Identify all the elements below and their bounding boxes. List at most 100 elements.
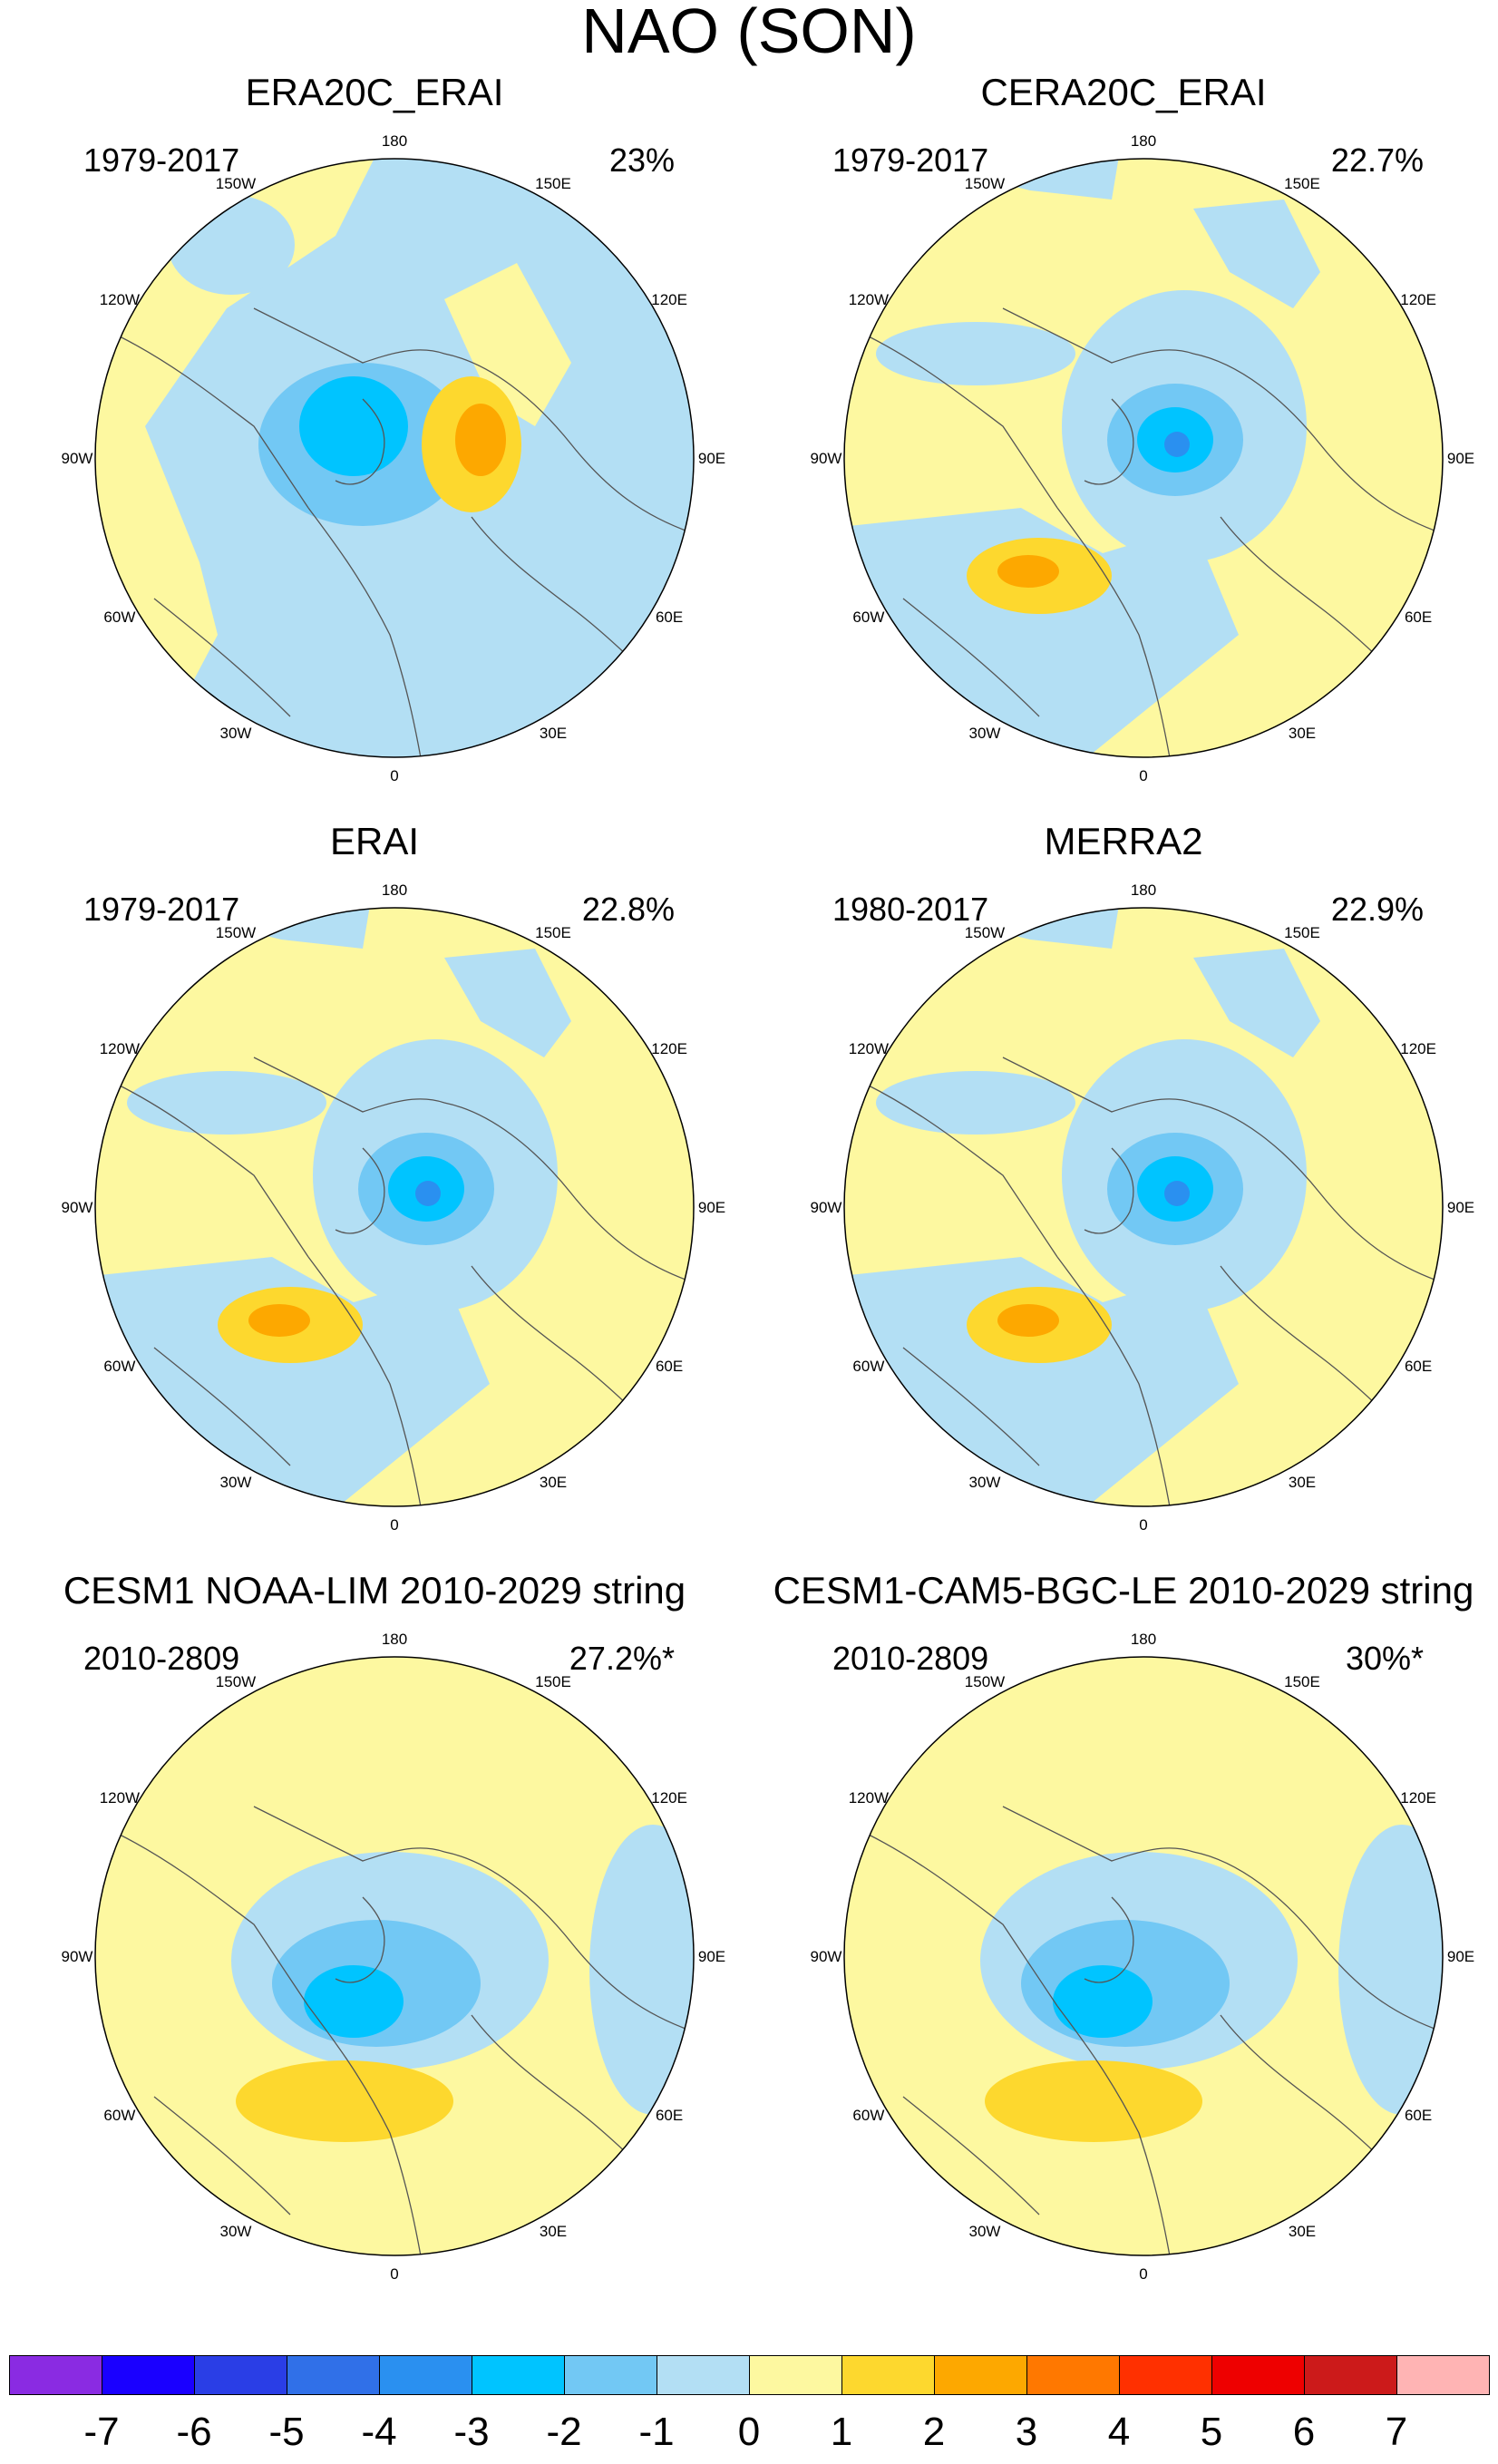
longitude-label: 90E [698, 1199, 725, 1216]
negative-anomaly-region [304, 1965, 404, 2038]
longitude-label: 150E [535, 924, 571, 941]
longitude-label: 60W [103, 1358, 135, 1375]
longitude-label: 180 [1131, 1631, 1156, 1648]
longitude-labels: 180 150E 120E 90E 60E 30E 0 30W 60W 90W 120W 150W [811, 1631, 1475, 2283]
colorbar-box [1211, 2355, 1305, 2395]
negative-anomaly-region [1338, 1825, 1443, 2115]
colorbar-box [1396, 2355, 1490, 2395]
map-panel: CERA20C_ERAI 1979-2017 22.7% 180 150E 120E 90E… [749, 0, 1498, 784]
longitude-label: 30W [969, 1474, 1001, 1491]
coastline [1056, 507, 1176, 757]
period-label: 1979-2017 [832, 141, 989, 179]
negative-anomaly-region [876, 322, 1075, 385]
coastline [307, 507, 427, 757]
polar-map: 180 150E 120E 90E 60E 30E 0 30W 60W 90W 120W 150W [811, 881, 1475, 1534]
coastline [902, 598, 1040, 717]
colorbar-box [657, 2355, 750, 2395]
map-panel: MERRA2 1980-2017 22.9% 180 150E 120E 90E 60E 30E… [749, 713, 1498, 1534]
coastline [1056, 1256, 1176, 1506]
longitude-label: 150E [1284, 924, 1320, 941]
variance-label: 27.2%* [569, 1640, 675, 1677]
coastline [1002, 307, 1194, 364]
negative-anomaly-center [415, 1181, 441, 1206]
colorbar-box [934, 2355, 1027, 2395]
longitude-label: 60W [103, 609, 135, 626]
map-boundary [94, 158, 695, 758]
positive-anomaly-region [236, 2060, 453, 2142]
longitude-label: 120E [1400, 1789, 1436, 1807]
colorbar-label: -2 [546, 2410, 582, 2454]
coastline [1192, 1102, 1443, 1285]
panel-title: MERRA2 [1044, 820, 1203, 862]
longitude-label: 180 [382, 1631, 407, 1648]
longitude-label: 0 [390, 767, 398, 784]
period-label: 1979-2017 [83, 141, 240, 179]
longitude-label: 60E [1405, 2107, 1432, 2124]
longitude-label: 120E [651, 1040, 687, 1057]
colorbar-label: 5 [1200, 2410, 1223, 2454]
colorbar-box [1304, 2355, 1397, 2395]
longitude-label: 60E [656, 1358, 683, 1375]
longitude-label: 60W [103, 2107, 135, 2124]
coastline [1002, 1806, 1194, 1862]
coastline [117, 1084, 309, 1258]
longitude-label: 30W [969, 725, 1001, 742]
coastline [335, 398, 385, 485]
coastline [307, 1256, 427, 1506]
coastline [902, 1347, 1040, 1466]
longitude-label: 30E [1289, 1474, 1316, 1491]
colorbar-label: 3 [1015, 2410, 1038, 2454]
negative-anomaly-region [1053, 1965, 1153, 2038]
longitude-label: 60W [852, 609, 884, 626]
longitude-label: 180 [382, 132, 407, 150]
coastline [866, 335, 1058, 509]
negative-anomaly-center [1164, 1181, 1190, 1206]
colorbar-box [194, 2355, 287, 2395]
colorbar-box [841, 2355, 935, 2395]
longitude-label: 150W [216, 175, 256, 192]
map-boundary [843, 907, 1444, 1507]
positive-anomaly-region [248, 1304, 310, 1337]
longitude-label: 0 [390, 1516, 398, 1534]
positive-anomaly-region [245, 159, 354, 181]
variance-label: 30%* [1345, 1640, 1424, 1677]
coastline [153, 598, 291, 717]
positive-anomaly-region [455, 404, 506, 476]
coastline [253, 307, 445, 364]
longitude-label: 120W [849, 1040, 889, 1057]
polar-map: 180 150E 120E 90E 60E 30E 0 30W 60W 90W 120W 150W [811, 1631, 1475, 2283]
negative-anomaly-region [127, 1071, 326, 1135]
colorbar-box [749, 2355, 842, 2395]
polar-map: 180 150E 120E 90E 60E 30E 0 30W 60W 90W 120W 150W [62, 1631, 726, 2283]
longitude-label: 30W [220, 1474, 252, 1491]
polar-map: 180 150E 120E 90E 60E 30E 0 30W 60W 90W 120W 150W [62, 132, 726, 784]
colorbar-label: -1 [638, 2410, 675, 2454]
coastline [153, 2096, 291, 2216]
longitude-label: 30W [969, 2223, 1001, 2240]
longitude-label: 60E [656, 2107, 683, 2124]
negative-anomaly-center [1164, 432, 1190, 457]
longitude-label: 150W [965, 175, 1005, 192]
colorbar-box [379, 2355, 472, 2395]
colorbar-box [287, 2355, 380, 2395]
longitude-labels: 180 150E 120E 90E 60E 30E 0 30W 60W 90W 120W 150W [62, 1631, 726, 2283]
negative-anomaly-region [444, 949, 571, 1057]
longitude-label: 60W [852, 2107, 884, 2124]
longitude-label: 150W [965, 924, 1005, 941]
colorbar-label: 0 [737, 2410, 761, 2454]
map-boundary [843, 158, 1444, 758]
colorbar-label: 4 [1107, 2410, 1131, 2454]
longitude-label: 30E [540, 725, 567, 742]
longitude-label: 180 [382, 881, 407, 899]
map-panel: ERA20C_ERAI 1979-2017 23% 180 150E 120E 90E 60E… [0, 0, 749, 784]
longitude-label: 90W [811, 450, 842, 467]
negative-anomaly-region [876, 1071, 1075, 1135]
coastline [1084, 1896, 1134, 1983]
coastline [1192, 353, 1443, 536]
panel-title: CESM1 NOAA-LIM 2010-2029 string [63, 1569, 686, 1612]
longitude-label: 180 [1131, 881, 1156, 899]
longitude-label: 90E [1447, 1199, 1474, 1216]
colorbar: -7 -6 -5 -4 -3 -2 -1 0 1 2 3 4 5 6 7 [9, 2355, 1490, 2464]
colorbar-label: 2 [922, 2410, 946, 2454]
map-panel: ERAI 1979-2017 22.8% 180 150E 120E 90E 60E 30E 0 3… [0, 713, 749, 1534]
